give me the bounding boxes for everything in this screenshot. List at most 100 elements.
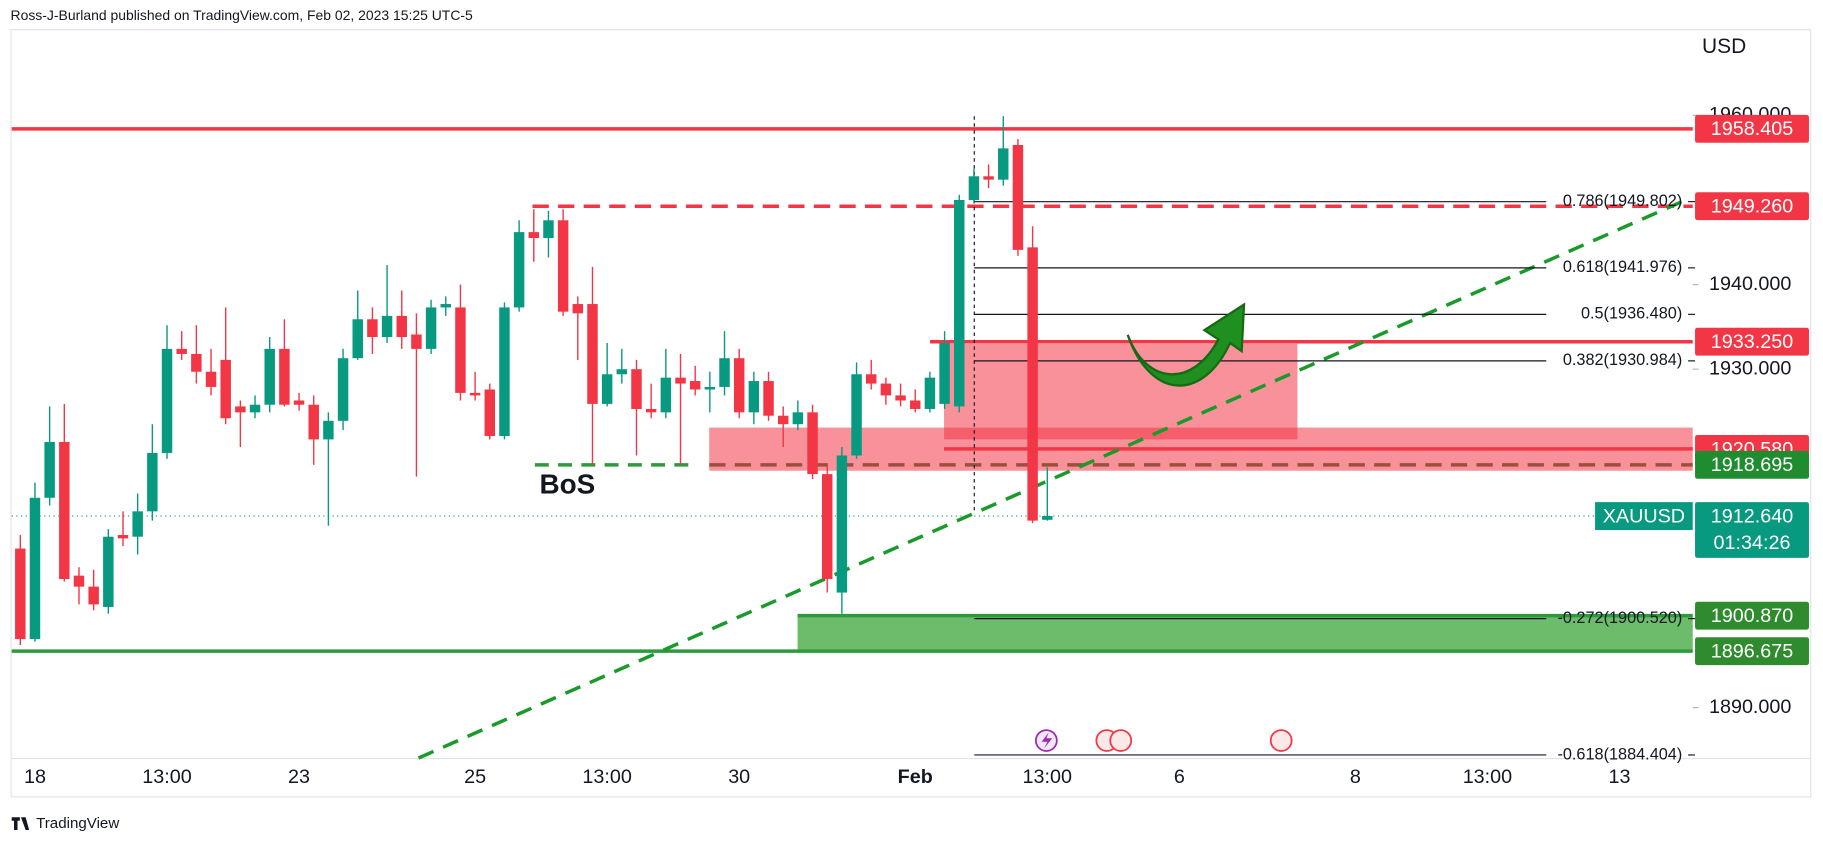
price-tags: 1958.4051949.2601933.2501920.5801918.695… (1595, 114, 1809, 666)
candle-body (425, 307, 437, 349)
candle-body (249, 404, 261, 413)
y-tick-label: 1890.000 (1709, 696, 1791, 718)
candle-body (998, 148, 1009, 180)
bos-label: BoS (539, 468, 595, 499)
candle-body (117, 535, 129, 539)
event-icon (1269, 729, 1293, 752)
event-icon (1109, 729, 1133, 752)
candle-body (323, 420, 334, 440)
candle-body (235, 406, 246, 413)
candle-body (484, 389, 496, 437)
candle-body (777, 415, 789, 425)
candle-body (763, 381, 774, 416)
candle-body (557, 220, 569, 312)
x-tick-label: 6 (1174, 766, 1185, 788)
candle-body (719, 358, 730, 387)
price-tag-label: 1918.695 (1711, 454, 1793, 476)
candle-body (176, 348, 187, 354)
price-tag-label: 1896.675 (1711, 641, 1793, 663)
candle-body (733, 358, 745, 413)
candle-body (792, 412, 804, 425)
candle-body (645, 408, 657, 413)
candle-body (59, 441, 70, 580)
fib-label: 0.618(1941.976) (1563, 258, 1682, 276)
candle-body (103, 536, 114, 607)
candle-body (396, 315, 407, 338)
zone (944, 343, 1298, 440)
arrow (1126, 302, 1246, 387)
footer-brand: TradingView (36, 815, 119, 832)
candle-body (865, 374, 877, 384)
candle-body (910, 400, 921, 409)
price-tag (1695, 327, 1809, 356)
x-tick-label: 13 (1608, 766, 1630, 788)
price-tag (1695, 114, 1809, 143)
candle-body (381, 315, 393, 338)
currency: USD (1702, 35, 1746, 58)
candle-body (279, 348, 290, 405)
price-tag (1695, 637, 1809, 666)
candle-body (1027, 247, 1038, 521)
price-tag (1695, 601, 1809, 630)
x-tick-label: 13:00 (142, 766, 191, 788)
candle-body (631, 369, 642, 409)
candle-body (675, 377, 686, 384)
candle-body (821, 474, 833, 580)
candle-body (499, 307, 510, 437)
candle-body (689, 381, 701, 390)
candle-body (44, 441, 55, 498)
candle-body (616, 369, 628, 375)
candle-body (1042, 516, 1053, 520)
price-tag-label: 1900.870 (1711, 605, 1793, 627)
logo (11, 817, 30, 831)
trendline (417, 198, 1687, 760)
price-tag-label: 1949.260 (1711, 196, 1793, 218)
fib-label: 0.786(1949.802) (1563, 192, 1682, 210)
candle-body (15, 548, 26, 640)
candle-body (161, 348, 173, 453)
x-tick-label: 18 (24, 766, 46, 788)
last-price-label: 1912.640 (1711, 505, 1793, 527)
fib-label: -0.272(1900.520) (1557, 609, 1682, 627)
x-tick-label: 13:00 (582, 766, 631, 788)
candle-body (704, 386, 716, 390)
candle-body (660, 377, 672, 413)
candle-body (601, 374, 613, 404)
candle-body (807, 412, 818, 475)
candle-body (455, 307, 466, 393)
candle-body (895, 395, 906, 401)
price-tag-label: 1958.405 (1711, 118, 1793, 140)
candle-body (528, 232, 540, 239)
candle-body (1012, 144, 1024, 250)
x-tick-label: 8 (1350, 766, 1361, 788)
candle-body (939, 342, 950, 404)
candle-body (983, 176, 994, 180)
y-tick-label: 1930.000 (1709, 357, 1791, 379)
candle-body (73, 575, 85, 587)
x-tick-label: Feb (898, 766, 933, 788)
candle-body (587, 304, 598, 404)
candle-body (440, 304, 451, 308)
event-icon (1041, 732, 1053, 749)
zones (11, 127, 1693, 653)
x-tick-label: 23 (288, 766, 310, 788)
fib-label: 0.5(1936.480) (1581, 305, 1682, 323)
price-tag (1695, 450, 1809, 479)
footer: TradingView (11, 815, 119, 832)
candle-body (147, 452, 158, 512)
candle-body (543, 220, 554, 239)
symbol-tag (1595, 502, 1693, 531)
candle-body (851, 374, 862, 456)
x-tick-label: 13:00 (1023, 766, 1072, 788)
candle-body (748, 381, 760, 413)
fib-label: 0.382(1930.984) (1563, 351, 1682, 369)
fib-label: -0.618(1884.404) (1557, 745, 1682, 763)
candle-body (836, 455, 848, 593)
candle-body (220, 359, 231, 419)
candle-body (352, 319, 363, 359)
candle-body (337, 358, 349, 421)
candle-body (513, 232, 525, 308)
zone (797, 616, 1693, 651)
